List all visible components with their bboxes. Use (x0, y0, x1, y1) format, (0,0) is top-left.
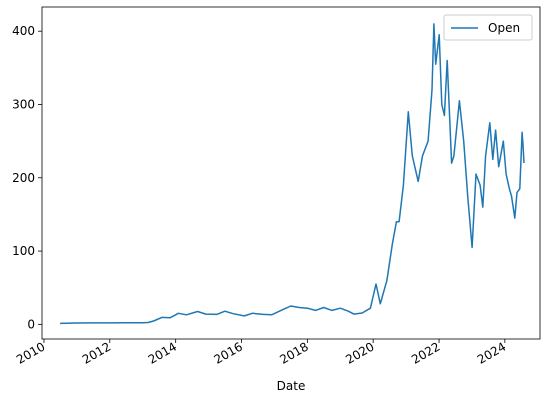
x-tick-label: 2020 (343, 339, 376, 366)
legend: Open (443, 14, 533, 41)
y-tick-label: 100 (12, 244, 35, 258)
x-tick-label: 2016 (212, 339, 245, 366)
x-axis-ticks: 2010 2012 2014 2016 2018 2020 2022 2024 (14, 339, 508, 367)
y-tick-label: 200 (12, 171, 35, 185)
plot-area (42, 7, 540, 339)
series-layer (60, 23, 525, 325)
legend-box (443, 14, 533, 41)
x-axis-label: Date (277, 379, 306, 393)
x-tick-label: 2018 (277, 339, 310, 366)
y-tick-label: 300 (12, 97, 35, 111)
x-tick-label: 2012 (80, 339, 113, 366)
series-line-open (60, 23, 525, 325)
plot-frame (41, 6, 541, 340)
y-tick-label: 400 (12, 24, 35, 38)
legend-label-open: Open (488, 21, 520, 35)
y-axis-ticks: 0 100 200 300 400 (12, 24, 42, 331)
x-tick-label: 2014 (146, 339, 179, 366)
x-tick-label: 2022 (409, 339, 442, 366)
x-tick-label: 2024 (475, 339, 508, 366)
y-tick-label: 0 (27, 317, 35, 331)
x-tick-label: 2010 (14, 339, 47, 366)
